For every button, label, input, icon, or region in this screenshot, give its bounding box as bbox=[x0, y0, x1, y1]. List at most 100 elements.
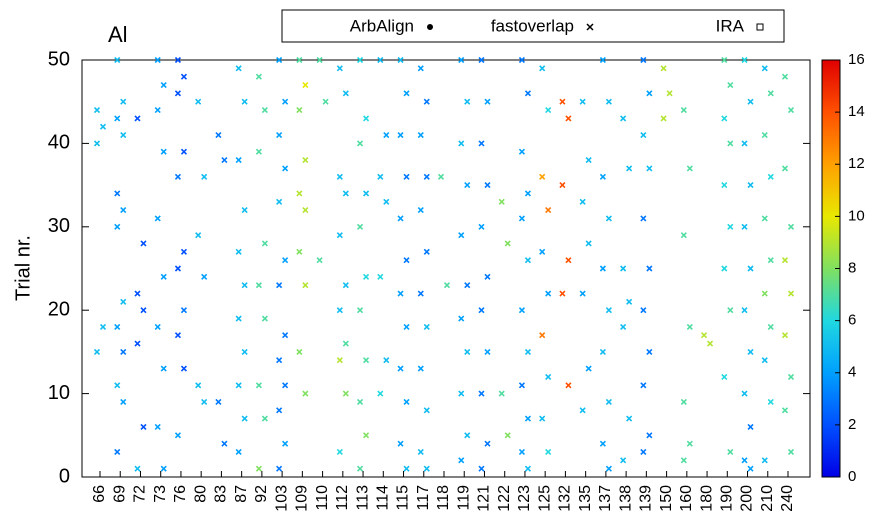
x-tick-label: 109 bbox=[294, 485, 311, 512]
colorbar-tick-label: 2 bbox=[848, 416, 856, 433]
point bbox=[342, 90, 349, 97]
point bbox=[276, 407, 283, 414]
point bbox=[680, 398, 687, 406]
point bbox=[781, 165, 789, 172]
point bbox=[180, 307, 188, 314]
point bbox=[478, 307, 485, 314]
point bbox=[524, 348, 532, 355]
point bbox=[721, 373, 728, 380]
point bbox=[721, 265, 728, 272]
point bbox=[201, 273, 208, 280]
point bbox=[215, 131, 222, 139]
point bbox=[114, 190, 121, 197]
x-tick-label: 87 bbox=[233, 485, 250, 503]
point bbox=[559, 182, 566, 189]
x-tick-label: 114 bbox=[375, 485, 392, 511]
point bbox=[727, 140, 734, 147]
point bbox=[640, 56, 647, 64]
point bbox=[767, 173, 774, 180]
point bbox=[134, 465, 141, 472]
legend-label: IRA bbox=[716, 16, 745, 35]
point bbox=[579, 198, 586, 205]
point bbox=[484, 182, 491, 189]
colorbar-tick-label: 16 bbox=[848, 51, 865, 68]
point bbox=[504, 240, 511, 247]
point bbox=[727, 307, 734, 314]
point bbox=[478, 56, 485, 64]
x-tick-label: 121 bbox=[476, 485, 493, 512]
point bbox=[195, 232, 202, 239]
point bbox=[342, 340, 349, 347]
point bbox=[336, 232, 343, 239]
point bbox=[362, 115, 370, 122]
point bbox=[160, 365, 167, 372]
point bbox=[397, 56, 404, 64]
point bbox=[120, 207, 127, 214]
colorbar-tick-label: 4 bbox=[848, 364, 856, 381]
point bbox=[140, 423, 147, 431]
point bbox=[403, 90, 410, 97]
point bbox=[423, 248, 430, 255]
point bbox=[585, 240, 592, 247]
point bbox=[545, 207, 552, 214]
point bbox=[599, 348, 606, 355]
point bbox=[93, 140, 101, 147]
point bbox=[787, 448, 795, 456]
point bbox=[761, 215, 768, 222]
point bbox=[356, 223, 364, 230]
point bbox=[787, 223, 795, 230]
x-tick-label: 125 bbox=[536, 485, 553, 512]
point bbox=[180, 365, 188, 372]
point bbox=[255, 148, 262, 155]
point bbox=[356, 140, 364, 147]
x-tick-label: 160 bbox=[678, 485, 695, 512]
point bbox=[761, 65, 768, 72]
point bbox=[174, 265, 182, 272]
point bbox=[518, 148, 526, 155]
point bbox=[781, 73, 789, 80]
point bbox=[342, 190, 349, 197]
point bbox=[787, 373, 795, 380]
point bbox=[680, 457, 687, 464]
point bbox=[174, 332, 182, 339]
point bbox=[114, 323, 121, 330]
point bbox=[114, 223, 121, 230]
point bbox=[666, 90, 673, 97]
point bbox=[417, 207, 424, 214]
point bbox=[524, 190, 532, 197]
point bbox=[356, 56, 364, 64]
point bbox=[255, 73, 262, 80]
point bbox=[484, 440, 491, 447]
point bbox=[174, 90, 182, 97]
chart-title: Al bbox=[108, 22, 128, 47]
point bbox=[539, 415, 546, 422]
point bbox=[539, 248, 546, 255]
point bbox=[336, 173, 343, 180]
point bbox=[539, 173, 546, 180]
point bbox=[99, 123, 107, 130]
point bbox=[423, 323, 430, 330]
point bbox=[282, 440, 289, 447]
point bbox=[524, 90, 532, 97]
point bbox=[377, 173, 384, 180]
x-tick-label: 103 bbox=[273, 485, 290, 512]
point bbox=[201, 173, 208, 180]
point bbox=[302, 282, 309, 289]
point bbox=[160, 81, 167, 89]
point bbox=[747, 98, 754, 105]
point bbox=[620, 323, 627, 330]
point bbox=[221, 157, 228, 164]
point bbox=[397, 440, 404, 447]
point bbox=[93, 106, 101, 114]
point bbox=[423, 173, 430, 180]
point bbox=[545, 373, 552, 380]
point bbox=[605, 465, 612, 472]
x-tick-label: 200 bbox=[739, 485, 756, 512]
point bbox=[761, 357, 768, 364]
point bbox=[174, 432, 182, 439]
colorbar-tick-label: 6 bbox=[848, 312, 856, 329]
point bbox=[282, 382, 289, 389]
point bbox=[787, 106, 795, 114]
point bbox=[524, 415, 532, 422]
point bbox=[741, 307, 748, 314]
